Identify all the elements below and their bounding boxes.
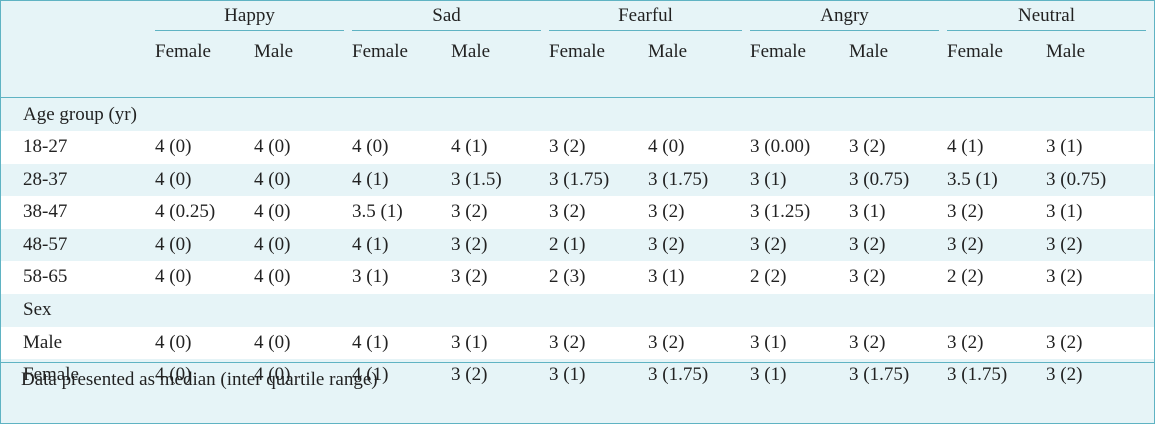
table-cell: 4 (0): [648, 131, 750, 164]
table-cell: 3 (2): [549, 196, 648, 229]
table-cell: 2 (1): [549, 233, 586, 255]
footnote-table: Data presented as median (inter quartile…: [1, 362, 1154, 397]
table-cell: 3.5 (1): [947, 168, 998, 190]
table-cell: 3 (2): [648, 196, 750, 229]
table-cell: 3 (2): [549, 131, 648, 164]
table-cell: 3 (2): [648, 233, 685, 255]
header-rule: [1, 75, 1155, 98]
table-cell: 3.5 (1): [352, 196, 451, 229]
table-cell: 4 (1): [947, 131, 1046, 164]
table-cell: 3 (1): [648, 261, 750, 294]
table-cell: 3 (2): [849, 326, 947, 359]
table-cell: 3 (1): [1046, 131, 1155, 164]
table-cell: 3 (2): [947, 196, 1046, 229]
table-cell: 3 (2): [947, 233, 984, 255]
table-cell: 4 (0): [155, 261, 254, 294]
sex-header: Female: [947, 41, 1003, 62]
table-cell: 4 (0): [254, 196, 352, 229]
table-cell: 3 (2): [849, 131, 947, 164]
sex-header: Male: [1046, 41, 1086, 62]
row-label: Male: [1, 326, 155, 359]
row-label: 48-57: [23, 233, 68, 255]
section-title: Sex: [23, 299, 52, 320]
row-label: 28-37: [23, 168, 68, 190]
table-cell: 3 (2): [849, 233, 886, 255]
table-cell: 4 (0): [155, 233, 192, 255]
table-cell: 3 (1.75): [549, 168, 610, 190]
table-cell: 3 (1.5): [451, 168, 502, 190]
row-label: 18-27: [1, 131, 155, 164]
row-label: 38-47: [1, 196, 155, 229]
table-cell: 3 (0.75): [849, 168, 910, 190]
table-cell: 4 (0): [155, 168, 192, 190]
table-cell: 3 (1): [750, 326, 849, 359]
table-cell: 3 (2): [750, 233, 787, 255]
table-cell: 3 (2): [849, 261, 947, 294]
table-cell: 4 (1): [451, 131, 549, 164]
table-row: 18-27 4 (0) 4 (0) 4 (0) 4 (1) 3 (2) 4 (0) 3 (0.…: [1, 131, 1155, 164]
table-cell: 3 (2): [451, 196, 549, 229]
table-cell: 4 (0): [254, 233, 291, 255]
sex-header: Female: [549, 41, 605, 62]
table-cell: 3 (1): [1046, 196, 1155, 229]
table-row: Male 4 (0) 4 (0) 4 (1) 3 (1) 3 (2) 3 (2) 3 (1) 3…: [1, 326, 1155, 359]
table-row: 58-65 4 (0) 4 (0) 3 (1) 3 (2) 2 (3) 3 (1) 2 (2)…: [1, 261, 1155, 294]
emotion-header: Angry: [750, 5, 939, 31]
table-cell: 3 (1): [849, 196, 947, 229]
emotion-header: Sad: [352, 5, 541, 31]
sex-header: Female: [155, 41, 211, 62]
table-cell: 3 (2): [947, 326, 1046, 359]
table-cell: 3 (2): [648, 326, 750, 359]
table-cell: 2 (2): [750, 261, 849, 294]
table-cell: 2 (3): [549, 261, 648, 294]
table-cell: 3 (0.00): [750, 131, 849, 164]
sex-header: Male: [254, 41, 294, 62]
sex-header: Female: [352, 41, 408, 62]
table-cell: 4 (0): [155, 326, 254, 359]
section-header-row: Sex: [1, 294, 1154, 327]
table-cell: 3 (1): [750, 168, 787, 190]
table-cell: 3 (2): [549, 326, 648, 359]
table-cell: 4 (0): [352, 131, 451, 164]
emotion-header-row: Happy Sad Fearful Angry Neutral: [1, 1, 1154, 35]
table-cell: 3 (2): [1046, 326, 1155, 359]
emotion-header: Fearful: [549, 5, 742, 31]
table-cell: 4 (0): [254, 261, 352, 294]
row-label: 58-65: [1, 261, 155, 294]
table-cell: 4 (0): [254, 168, 291, 190]
table-cell: 3 (1.75): [648, 168, 709, 190]
table-cell: 3 (1): [352, 261, 451, 294]
table-cell: 3 (1.25): [750, 196, 849, 229]
table-cell: 2 (2): [947, 261, 1046, 294]
table-cell: 3 (1): [451, 326, 549, 359]
emotion-header: Neutral: [947, 5, 1147, 31]
section-header-row: Age group (yr): [1, 98, 1154, 132]
sex-header: Female: [750, 41, 806, 62]
sex-header: Male: [849, 41, 889, 62]
table-row: 28-37 4 (0) 4 (0) 4 (1) 3 (1.5) 3 (1.75) 3 (1.…: [1, 164, 1154, 197]
table-row: 38-47 4 (0.25) 4 (0) 3.5 (1) 3 (2) 3 (2) 3 (2)…: [1, 196, 1155, 229]
emotion-header: Happy: [155, 5, 344, 31]
results-table: Happy Sad Fearful Angry Neutral Female M…: [1, 1, 1155, 392]
table-cell: 4 (1): [352, 168, 389, 190]
table-cell: 3 (2): [1046, 233, 1083, 255]
table-cell: 3 (0.75): [1046, 168, 1107, 190]
table-cell: 3 (2): [1046, 261, 1155, 294]
sex-header-row: Female Male Female Male Female Male Fema…: [1, 35, 1154, 75]
table-row: 48-57 4 (0) 4 (0) 4 (1) 3 (2) 2 (1) 3 (2) 3 (2)…: [1, 229, 1154, 262]
table-cell: 3 (2): [451, 261, 549, 294]
table-cell: 4 (0): [155, 131, 254, 164]
sex-header: Male: [451, 41, 491, 62]
table-cell: 4 (0): [254, 326, 352, 359]
table-cell: 3 (2): [451, 233, 488, 255]
table-cell: 4 (1): [352, 326, 451, 359]
table-cell: 4 (1): [352, 233, 389, 255]
table-cell: 4 (0.25): [155, 196, 254, 229]
section-title: Age group (yr): [23, 103, 137, 125]
footnote: Data presented as median (inter quartile…: [1, 362, 1154, 397]
sex-header: Male: [648, 41, 688, 62]
table-cell: 4 (0): [254, 131, 352, 164]
